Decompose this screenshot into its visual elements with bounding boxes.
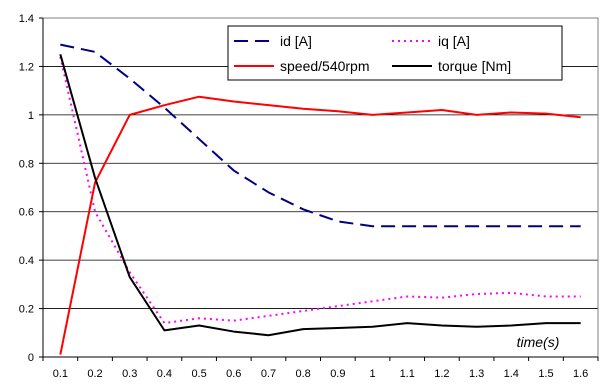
- x-axis-title: time(s): [517, 334, 560, 350]
- x-tick-label: 0.6: [226, 368, 241, 380]
- x-tick-label: 0.1: [53, 368, 68, 380]
- legend-label: speed/540rpm: [280, 58, 370, 74]
- x-tick-label: 1.5: [538, 368, 553, 380]
- y-tick-label: 0.4: [19, 255, 34, 267]
- legend-label: torque [Nm]: [438, 58, 511, 74]
- series-line-id-a: [60, 43, 581, 228]
- x-tick-label: 1.1: [400, 368, 415, 380]
- x-tick-label: 0.8: [296, 368, 311, 380]
- y-tick-label: 1.4: [19, 13, 34, 25]
- x-tick-label: 0.3: [122, 368, 137, 380]
- series-line-speed-540rpm: [59, 95, 581, 355]
- legend-label: iq [A]: [438, 33, 470, 49]
- y-tick-label: 0.8: [19, 158, 34, 170]
- x-tick-label: 0.4: [157, 368, 172, 380]
- series-lines: [59, 43, 581, 355]
- y-tick-label: 0.6: [19, 207, 34, 219]
- legend-label: id [A]: [280, 33, 312, 49]
- x-tick-label: 1.3: [469, 368, 484, 380]
- legend-box: [227, 25, 563, 81]
- axes: 0 0.2 0.4 0.6 0.8 1 1.2 1.4 0.1 0.2 0.3 0.4 0.5 0.6 0.…: [19, 13, 599, 380]
- x-tick-label: 1.4: [504, 368, 519, 380]
- x-tick-label: 1.2: [434, 368, 449, 380]
- x-tick-label: 0.7: [261, 368, 276, 380]
- y-tick-label: 0.2: [19, 304, 34, 316]
- x-tick-label: 0.2: [87, 368, 102, 380]
- series-line-torque-nm: [59, 54, 581, 337]
- series-line-iq-a: [59, 56, 581, 325]
- y-tick-label: 1: [28, 110, 34, 122]
- y-tick-label: 0: [28, 352, 34, 364]
- y-tick-label: 1.2: [19, 61, 34, 73]
- legend: id [A] iq [A] speed/540rpm torque [Nm]: [227, 25, 563, 81]
- x-tick-label: 1: [369, 368, 375, 380]
- x-tick-label: 0.9: [330, 368, 345, 380]
- x-tick-label: 0.5: [191, 368, 206, 380]
- x-tick-label: 1.6: [573, 368, 588, 380]
